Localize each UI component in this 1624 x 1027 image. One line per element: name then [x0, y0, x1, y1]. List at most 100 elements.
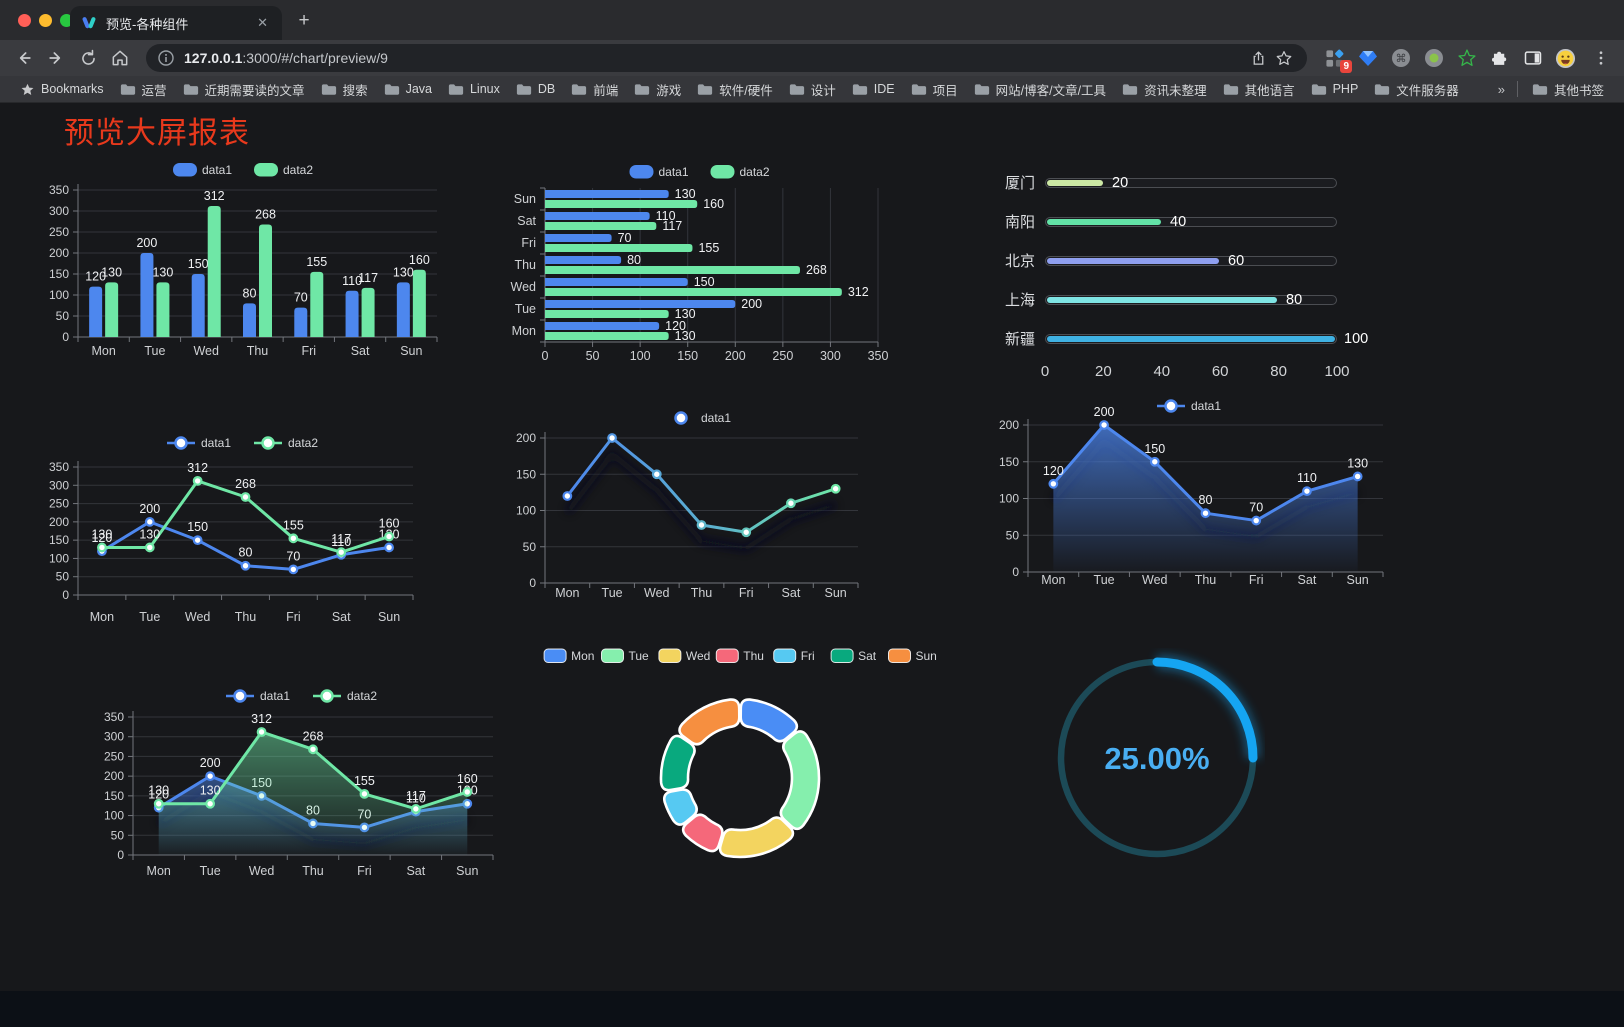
- svg-text:Mon: Mon: [91, 344, 115, 358]
- svg-text:130: 130: [675, 307, 696, 321]
- gem-extension-icon[interactable]: [1354, 45, 1381, 71]
- legend-item-data2[interactable]: data2: [313, 689, 377, 703]
- svg-text:110: 110: [342, 274, 362, 288]
- svg-text:Fri: Fri: [801, 649, 815, 663]
- legend-item-Sat[interactable]: Sat: [830, 648, 877, 663]
- site-info-icon[interactable]: [158, 50, 174, 66]
- svg-text:80: 80: [627, 253, 641, 267]
- extension-grid-icon[interactable]: 9: [1321, 45, 1352, 73]
- bookmark-folder[interactable]: PHP: [1303, 79, 1367, 99]
- hbar-data1-Mon: 120: [545, 319, 686, 333]
- legend-item-Thu[interactable]: Thu: [715, 648, 764, 663]
- legend-item-Tue[interactable]: Tue: [601, 648, 650, 663]
- legend-item-data2[interactable]: data2: [710, 165, 770, 179]
- home-button[interactable]: [106, 44, 134, 72]
- legend-item-data1[interactable]: data1: [167, 436, 231, 450]
- hbar-data2-Sun: 160: [545, 197, 724, 211]
- bookmark-folder[interactable]: 设计: [781, 77, 844, 102]
- record-extension-icon[interactable]: [1420, 45, 1447, 71]
- pie-slice-Sat: [659, 734, 696, 792]
- legend-item-Wed[interactable]: Wed: [658, 648, 710, 663]
- bookmark-folder[interactable]: Java: [376, 79, 440, 99]
- bookmarks-overflow-chevron[interactable]: »: [1497, 81, 1505, 97]
- svg-text:350: 350: [868, 349, 889, 363]
- chart-grouped-bar: data1 data2 0 50 100 150 200 250 300 350 Mon 120 130…: [45, 150, 445, 390]
- svg-text:Mon: Mon: [90, 610, 114, 624]
- svg-text:100: 100: [516, 504, 536, 518]
- svg-text:Sat: Sat: [1298, 573, 1317, 587]
- bookmark-folder[interactable]: 近期需要读的文章: [175, 77, 313, 102]
- progress-value: 20: [1112, 174, 1129, 191]
- extensions-puzzle-icon[interactable]: [1486, 45, 1513, 71]
- svg-text:117: 117: [358, 271, 378, 285]
- legend-item-data1[interactable]: data1: [629, 165, 689, 179]
- bookmark-folder[interactable]: 其他语言: [1215, 77, 1303, 102]
- side-panel-icon[interactable]: [1519, 45, 1546, 71]
- legend-item-data2[interactable]: data2: [254, 163, 313, 177]
- hbar-data2-Fri: 155: [545, 241, 719, 255]
- bookmark-folder[interactable]: 前端: [563, 77, 626, 102]
- series-data1: [562, 433, 841, 552]
- browser-menu-icon[interactable]: [1587, 45, 1614, 71]
- legend-item-data1[interactable]: data1: [173, 163, 232, 177]
- legend-item-data2[interactable]: data2: [254, 436, 318, 450]
- svg-text:160: 160: [379, 516, 400, 530]
- svg-text:150: 150: [1144, 442, 1165, 456]
- browser-tab[interactable]: 预览-各种组件 ✕: [70, 6, 282, 40]
- svg-text:70: 70: [1249, 501, 1263, 515]
- legend-item-data1[interactable]: data1: [1157, 399, 1221, 413]
- bookmark-folder[interactable]: 网站/博客/文章/工具: [966, 77, 1114, 102]
- svg-text:Sat: Sat: [332, 610, 351, 624]
- legend-item-Sun[interactable]: Sun: [888, 648, 937, 663]
- progress-track: 100: [1045, 331, 1368, 347]
- bar-data2-Tue: 130: [152, 265, 173, 337]
- svg-text:150: 150: [516, 467, 536, 481]
- legend-item-Fri[interactable]: Fri: [773, 648, 815, 663]
- minimize-window-button[interactable]: [39, 14, 52, 27]
- legend-item-Mon[interactable]: Mon: [543, 648, 594, 663]
- svg-text:160: 160: [703, 197, 724, 211]
- emoji-extension-icon[interactable]: [1552, 45, 1579, 71]
- bookmark-star-icon[interactable]: [1271, 45, 1297, 71]
- svg-text:300: 300: [820, 349, 841, 363]
- reload-button[interactable]: [74, 44, 102, 72]
- share-icon[interactable]: [1245, 45, 1271, 71]
- close-window-button[interactable]: [18, 14, 31, 27]
- svg-text:Sun: Sun: [825, 586, 847, 600]
- chart-line-two-series: data1 data2 0 50 100 150 200 250 300 350 Mon Tue Wed…: [45, 425, 445, 645]
- bookmark-folder[interactable]: 项目: [903, 77, 966, 102]
- bar-data2-Mon: 130: [101, 265, 122, 337]
- back-button[interactable]: [10, 44, 38, 72]
- bookmarks-manager[interactable]: Bookmarks: [12, 79, 112, 100]
- legend-item-data1[interactable]: data1: [226, 689, 290, 703]
- bookmark-folder[interactable]: 文件服务器: [1366, 77, 1467, 102]
- maximize-window-button[interactable]: [60, 14, 73, 27]
- forward-button[interactable]: [42, 44, 70, 72]
- chart-progress-bars: 厦门 20 南阳 40 北京 60 上海 80 新疆 100 0 20 40 60 80…: [990, 158, 1368, 398]
- bookmark-folder[interactable]: Linux: [440, 79, 508, 99]
- folder-icon: [852, 83, 867, 95]
- bookmark-folder[interactable]: IDE: [844, 79, 903, 99]
- tab-close-button[interactable]: ✕: [257, 15, 268, 30]
- svg-text:350: 350: [104, 710, 124, 724]
- legend-item-data1[interactable]: data1: [667, 411, 731, 425]
- bookmark-folder[interactable]: 搜索: [313, 77, 376, 102]
- bookmark-folder[interactable]: 运营: [112, 77, 175, 102]
- new-tab-button[interactable]: +: [298, 10, 310, 31]
- folder-icon: [911, 83, 926, 95]
- extension-badge: 9: [1340, 60, 1352, 73]
- svg-text:100: 100: [999, 492, 1019, 506]
- url-bar[interactable]: 127.0.0.1:3000/#/chart/preview/9: [146, 44, 1307, 72]
- bookmark-folder[interactable]: DB: [508, 79, 563, 99]
- bookmark-folder[interactable]: 软件/硬件: [689, 77, 780, 102]
- command-extension-icon[interactable]: ⌘: [1387, 45, 1414, 71]
- other-bookmarks[interactable]: 其他书签: [1524, 77, 1612, 102]
- progress-track: 60: [1045, 253, 1337, 269]
- svg-text:250: 250: [49, 497, 69, 511]
- svg-text:300: 300: [49, 478, 69, 492]
- bookmark-folder[interactable]: 游戏: [626, 77, 689, 102]
- bar-data2-Thu: 268: [255, 207, 276, 337]
- star-extension-icon[interactable]: [1453, 45, 1480, 71]
- svg-text:Thu: Thu: [302, 864, 324, 878]
- bookmark-folder[interactable]: 资讯未整理: [1114, 77, 1215, 102]
